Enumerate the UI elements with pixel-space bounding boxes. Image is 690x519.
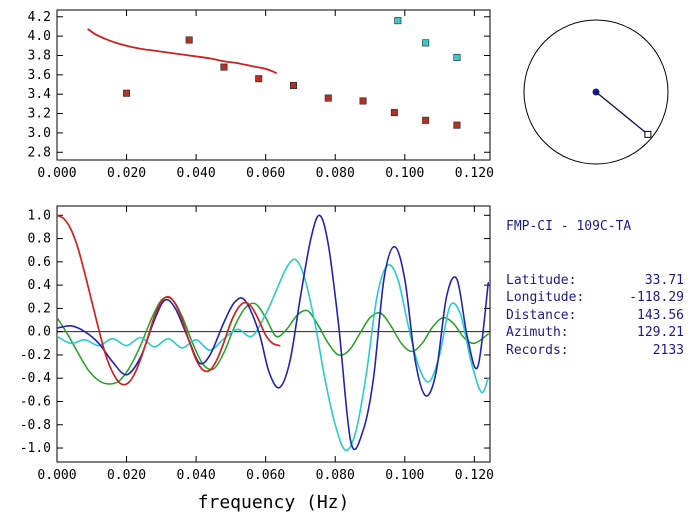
waveform-ytick-label: 1.0 — [28, 208, 51, 223]
dispersion-ytick-label: 4.0 — [28, 29, 51, 44]
measured-phase-velocity-red-marker — [390, 109, 398, 117]
azimuth-compass — [523, 19, 669, 165]
measured-phase-velocity-red-marker — [289, 81, 297, 89]
measured-phase-velocity-red-marker — [453, 121, 461, 129]
dispersion-xtick-label: 0.080 — [316, 166, 355, 181]
measured-phase-velocity-red-marker — [220, 63, 228, 71]
waveform-y-axis: -1.0 -0.8 -0.6 -0.4 -0.2 0.0 0.2 0.4 0.6 0.8 1.0 — [20, 208, 490, 456]
waveform-spectrum-plot: 0.000 0.020 0.040 0.060 0.080 0.100 0.120-1.0-… — [20, 205, 494, 513]
dispersion-ytick-label: 4.2 — [28, 10, 51, 25]
waveform-ytick-label: 0.8 — [28, 232, 51, 247]
waveform-xlabel: frequency (Hz) — [198, 492, 350, 513]
waveform-xtick-label: 0.100 — [385, 468, 424, 483]
info-value: 129.21 — [637, 325, 684, 340]
measured-phase-velocity-red-marker — [422, 116, 430, 124]
dispersion-xtick-label: 0.020 — [107, 166, 146, 181]
waveform-xtick-label: 0.080 — [316, 468, 355, 483]
azimuth-line — [595, 91, 649, 135]
correlation-green — [57, 296, 490, 385]
waveform-ytick-label: -0.6 — [20, 394, 51, 409]
waveform-ytick-label: -0.4 — [20, 371, 51, 386]
waveform-ytick-label: 0.6 — [28, 255, 51, 270]
info-row: Azimuth: 129.21 — [506, 324, 684, 342]
station-info-panel: FMP-CI - 109C-TA Latitude: 33.71 Longitude… — [506, 183, 684, 394]
measured-phase-velocity-red-marker — [123, 89, 131, 97]
waveform-ytick-label: 0.2 — [28, 301, 51, 316]
dispersion-xtick-label: 0.120 — [455, 166, 494, 181]
dispersion-y-axis: 2.8 3.0 3.2 3.4 3.6 3.8 4.0 4.2 — [28, 10, 490, 160]
measured-phase-velocity-cyan-marker — [422, 39, 430, 47]
compass-circle — [523, 19, 669, 165]
waveform-xtick-label: 0.060 — [246, 468, 285, 483]
dispersion-x-axis: 0.000 0.020 0.040 0.060 0.080 0.100 0.120 — [37, 10, 494, 181]
info-value: 2133 — [652, 342, 684, 358]
waveform-x-axis: 0.000 0.020 0.040 0.060 0.080 0.100 0.120 — [37, 206, 494, 483]
info-label: Azimuth: — [506, 325, 569, 340]
waveform-xtick-label: 0.040 — [177, 468, 216, 483]
info-row: Distance: 143.56 — [506, 307, 684, 325]
correlation-cyan — [57, 258, 490, 452]
dispersion-ytick-label: 3.2 — [28, 107, 51, 122]
dispersion-xtick-label: 0.000 — [37, 166, 76, 181]
waveform-ytick-label: 0.0 — [28, 325, 51, 340]
waveform-series — [57, 214, 490, 452]
info-row: Records: 2133 — [506, 342, 684, 360]
station-pair-title: FMP-CI - 109C-TA — [506, 219, 632, 234]
info-value: 143.56 — [637, 307, 684, 323]
info-value: 33.71 — [644, 272, 684, 288]
dispersion-ytick-label: 3.8 — [28, 48, 51, 63]
dispersion-plot: 0.000 0.020 0.040 0.060 0.080 0.100 0.120 2.8 3.… — [28, 9, 494, 181]
correlation-red — [57, 214, 281, 386]
info-label: Distance: — [506, 307, 577, 323]
info-row: Longitude: -118.29 — [506, 289, 684, 307]
dispersion-series — [87, 17, 461, 129]
info-label: Longitude: — [506, 290, 585, 305]
waveform-xtick-label: 0.120 — [455, 468, 494, 483]
station-info-rows: Latitude: 33.71 Longitude: -118.29 Distance:… — [506, 272, 684, 360]
waveform-xtick-label: 0.020 — [107, 468, 146, 483]
info-row: Latitude: 33.71 — [506, 272, 684, 290]
dispersion-ytick-label: 2.8 — [28, 145, 51, 160]
measured-phase-velocity-red-marker — [185, 36, 193, 44]
waveform-frame — [56, 205, 491, 463]
dispersion-ytick-label: 3.4 — [28, 87, 52, 102]
measured-phase-velocity-cyan-marker — [453, 53, 461, 61]
measured-phase-velocity-red-marker — [359, 97, 367, 105]
measured-phase-velocity-cyan — [394, 17, 461, 61]
info-label: Records: — [506, 342, 569, 358]
dispersion-ytick-label: 3.6 — [28, 68, 51, 83]
info-value: -118.29 — [629, 290, 684, 305]
measured-phase-velocity-red-marker — [255, 75, 263, 83]
waveform-xtick-label: 0.000 — [37, 468, 76, 483]
measured-phase-velocity-red — [123, 36, 461, 129]
dispersion-xtick-label: 0.040 — [177, 166, 216, 181]
dispersion-xtick-label: 0.060 — [246, 166, 285, 181]
waveform-ytick-label: 0.4 — [28, 278, 52, 293]
waveform-ytick-label: -0.8 — [20, 418, 51, 433]
waveform-ytick-label: -0.2 — [20, 348, 51, 363]
predicted-dispersion-curve — [87, 28, 278, 74]
dispersion-ytick-label: 3.0 — [28, 126, 51, 141]
info-label: Latitude: — [506, 272, 577, 288]
measured-phase-velocity-red-marker — [324, 94, 332, 102]
station-marker — [644, 130, 652, 138]
dispersion-frame — [56, 9, 491, 161]
waveform-ytick-label: -1.0 — [20, 441, 51, 456]
measured-phase-velocity-cyan-marker — [394, 17, 402, 25]
dispersion-xtick-label: 0.100 — [385, 166, 424, 181]
